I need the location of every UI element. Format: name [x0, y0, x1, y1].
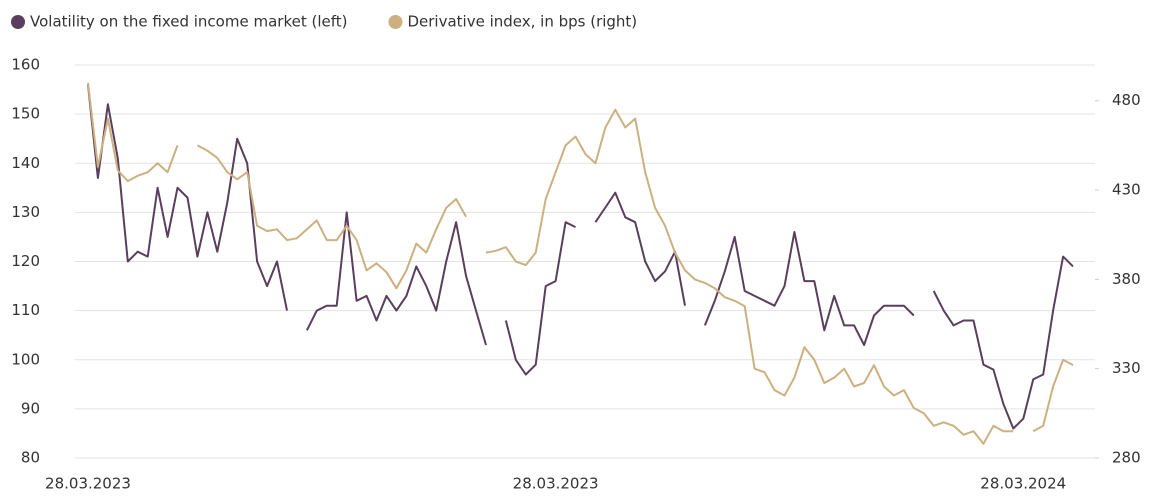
series-line	[87, 82, 1074, 445]
y-tick-label: 150	[11, 105, 40, 123]
y2-tick-label: 380	[1112, 270, 1141, 288]
legend-label: Volatility on the fixed income market (l…	[30, 13, 347, 31]
y2-tick-label: 430	[1112, 181, 1141, 199]
y-tick-label: 120	[11, 252, 40, 270]
series-line	[87, 84, 1074, 430]
y2-tick-label: 330	[1112, 359, 1141, 377]
y-tick-label: 160	[11, 56, 40, 74]
y-tick-label: 110	[11, 301, 40, 319]
legend-label: Derivative index, in bps (right)	[407, 13, 637, 31]
legend-marker	[388, 15, 403, 29]
legend-marker	[11, 15, 25, 29]
y2-tick-label: 280	[1112, 449, 1141, 467]
y-tick-label: 140	[11, 154, 40, 172]
y-tick-label: 100	[11, 350, 40, 368]
y-tick-label: 90	[21, 399, 40, 417]
x-tick-label: 28.03.2023	[513, 475, 599, 493]
x-tick-label: 28.03.2024	[980, 475, 1066, 493]
y-tick-label: 130	[11, 203, 40, 221]
y-tick-label: 80	[21, 449, 40, 467]
x-tick-label: 28.03.2023	[45, 475, 131, 493]
y2-tick-label: 480	[1112, 91, 1141, 109]
